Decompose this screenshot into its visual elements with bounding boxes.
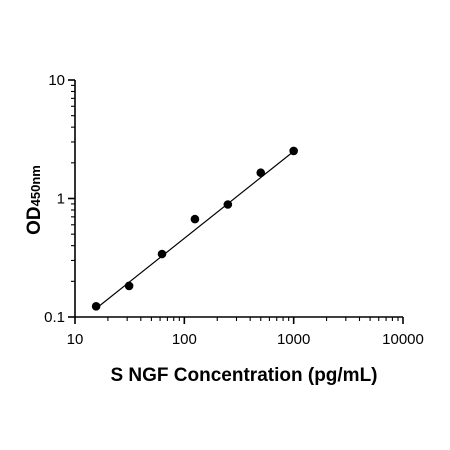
data-points xyxy=(91,146,298,311)
y-tick-label: 1 xyxy=(57,191,65,208)
data-point xyxy=(289,146,298,156)
data-point xyxy=(256,168,266,178)
data-point xyxy=(190,214,200,224)
x-axis-title: S NGF Concentration (pg/mL) xyxy=(110,365,377,386)
data-point xyxy=(124,281,134,291)
y-axis-title-subscript: 450nm xyxy=(28,165,43,206)
tick-labels: 10 100 1000 10000 0.1 1 10 xyxy=(44,72,424,348)
data-point xyxy=(223,200,233,209)
y-axis-title-main: OD xyxy=(24,206,45,235)
y-axis-title: OD450nm xyxy=(24,165,45,235)
y-tick-label: 0.1 xyxy=(44,309,65,326)
x-tick-label: 10 xyxy=(67,331,84,348)
axes xyxy=(68,79,404,324)
data-point xyxy=(157,249,167,259)
y-tick-label: 10 xyxy=(48,72,65,89)
x-tick-label: 10000 xyxy=(382,331,424,348)
data-point xyxy=(91,302,101,311)
x-tick-label: 100 xyxy=(172,331,197,348)
x-tick-label: 1000 xyxy=(277,331,310,348)
